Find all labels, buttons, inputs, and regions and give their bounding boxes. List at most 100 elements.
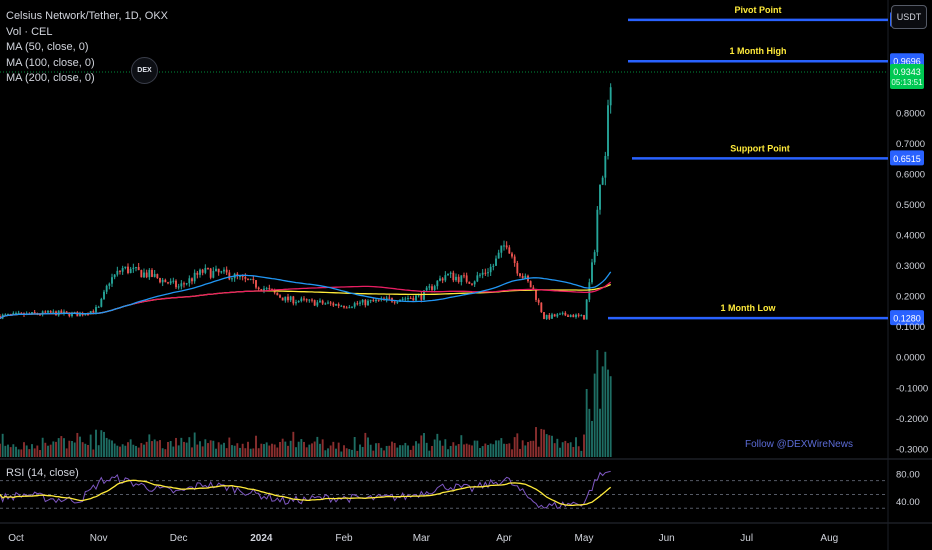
- volume-bar: [329, 445, 332, 457]
- candle: [167, 281, 169, 285]
- candle-body: [231, 278, 233, 280]
- candle: [337, 302, 340, 309]
- candle: [199, 268, 201, 278]
- ma100-label[interactable]: MA (100, close, 0): [6, 56, 95, 69]
- currency-button[interactable]: USDT: [891, 5, 927, 29]
- volume-bar: [439, 440, 441, 457]
- candle: [303, 296, 305, 302]
- volume-bar: [303, 441, 305, 457]
- candle-body: [572, 315, 575, 318]
- candle: [532, 285, 535, 290]
- candle-body: [276, 292, 279, 296]
- candle-body: [33, 312, 36, 314]
- volume-bar: [223, 442, 225, 457]
- volume-bar: [553, 443, 556, 457]
- candle-body: [265, 288, 268, 290]
- volume-label[interactable]: Vol · CEL: [6, 25, 53, 38]
- candle-body: [300, 298, 303, 302]
- volume-bar: [228, 437, 231, 457]
- candle-body: [148, 269, 151, 278]
- volume-bar: [415, 441, 417, 457]
- candle: [481, 269, 484, 279]
- candle: [572, 313, 575, 318]
- candle: [52, 309, 55, 313]
- candle-body: [415, 295, 417, 301]
- symbol-title[interactable]: Celsius Network/Tether, 1D, OKX: [6, 10, 169, 22]
- candle: [457, 274, 460, 284]
- volume-bar: [65, 448, 68, 457]
- candle-body: [9, 313, 12, 315]
- candle: [351, 306, 353, 309]
- volume-bar: [116, 445, 119, 457]
- candle-body: [116, 270, 119, 275]
- candle-body: [135, 267, 137, 269]
- ma200-label[interactable]: MA (200, close, 0): [6, 72, 95, 84]
- candle-body: [185, 283, 188, 285]
- candle-body: [239, 276, 241, 278]
- volume-bar: [89, 434, 92, 457]
- candle-body: [292, 296, 295, 304]
- candle-body: [364, 299, 367, 306]
- candle: [209, 267, 212, 280]
- candle: [148, 268, 151, 280]
- candle-body: [409, 297, 412, 299]
- candle: [311, 298, 313, 303]
- rsi-line: [0, 470, 611, 510]
- candle-body: [596, 209, 599, 253]
- rsi-tick: 80.00: [896, 469, 920, 480]
- candle-body: [215, 268, 217, 272]
- candle: [100, 297, 103, 308]
- candle: [228, 269, 231, 281]
- candle-body: [287, 296, 289, 301]
- candle: [20, 312, 23, 314]
- candle-body: [68, 312, 71, 317]
- candle-body: [516, 263, 519, 274]
- volume-bar: [81, 442, 84, 457]
- volume-bar: [295, 447, 297, 457]
- candle: [132, 263, 135, 273]
- candle-body: [500, 245, 503, 253]
- candle: [177, 283, 180, 290]
- dex-logo: DEX: [131, 57, 158, 84]
- candle: [369, 299, 372, 304]
- candle: [65, 310, 68, 313]
- candle-body: [439, 278, 441, 281]
- volume-bar: [36, 445, 39, 457]
- candle-body: [540, 302, 543, 313]
- candle: [215, 265, 217, 272]
- candle: [327, 300, 329, 305]
- volume-bar: [113, 443, 116, 457]
- ma50-label[interactable]: MA (50, close, 0): [6, 41, 89, 53]
- candle: [247, 278, 249, 281]
- candle: [0, 314, 1, 320]
- volume-bar: [452, 442, 455, 457]
- candle-body: [12, 313, 15, 315]
- candle-body: [447, 273, 449, 276]
- price-tick: 0.4000: [896, 231, 925, 242]
- volume-bar: [444, 439, 447, 457]
- volume-bar: [276, 447, 279, 457]
- volume-bar: [465, 443, 468, 457]
- volume-bar: [599, 408, 601, 457]
- volume-bar: [495, 440, 497, 457]
- volume-bar: [241, 443, 244, 457]
- candle-body: [121, 268, 124, 272]
- candle-body: [548, 314, 551, 319]
- candle-body: [220, 271, 223, 273]
- volume-bar: [215, 448, 217, 457]
- candle-body: [172, 280, 175, 282]
- volume-bar: [47, 445, 49, 457]
- candle: [143, 268, 145, 278]
- candle: [353, 301, 356, 309]
- volume-bar: [577, 446, 580, 457]
- candle-body: [105, 285, 108, 292]
- candle: [601, 175, 604, 186]
- rsi-label[interactable]: RSI (14, close): [6, 467, 79, 479]
- candle-body: [145, 272, 148, 278]
- volume-bar: [441, 445, 444, 457]
- candle: [17, 310, 20, 314]
- volume-bar: [57, 438, 60, 457]
- volume-bar: [20, 449, 23, 457]
- candle: [463, 272, 465, 279]
